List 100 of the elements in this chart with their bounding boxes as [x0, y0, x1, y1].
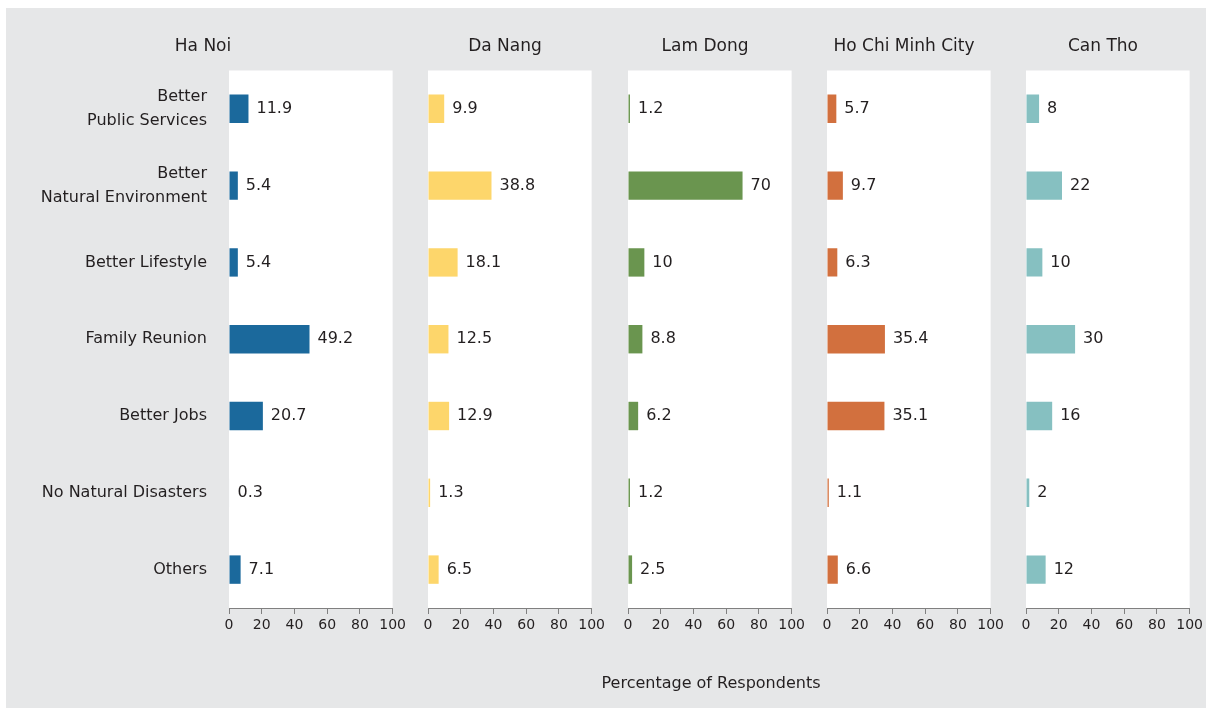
x-tick-label: 40 — [484, 616, 503, 633]
x-tick-label: 0 — [1021, 616, 1031, 633]
data-label: 16 — [1060, 405, 1081, 425]
data-label: 49.2 — [317, 328, 354, 348]
data-label: 6.6 — [845, 558, 872, 578]
data-label: 11.9 — [256, 97, 293, 117]
bar — [1026, 248, 1043, 277]
bar — [428, 171, 492, 200]
data-label: 1.2 — [637, 481, 664, 501]
data-label: 2 — [1037, 481, 1048, 501]
x-tick-label: 80 — [351, 616, 369, 633]
x-tick-label: 100 — [1176, 616, 1204, 633]
data-label: 5.4 — [245, 251, 272, 271]
bar — [1026, 171, 1062, 200]
bar — [827, 401, 885, 431]
data-label: 18.1 — [465, 251, 502, 271]
chart-title: Can Tho — [1067, 34, 1139, 55]
bar — [428, 248, 458, 277]
data-label: 8.8 — [650, 328, 676, 348]
x-tick-label: 60 — [916, 616, 935, 633]
y-tick-label: Better Lifestyle — [84, 251, 207, 271]
x-tick-label: 60 — [1115, 616, 1134, 633]
bar — [428, 555, 439, 584]
y-tick-label: No Natural Disasters — [41, 481, 207, 501]
x-tick-label: 20 — [1049, 616, 1068, 633]
y-tick-label: Better Jobs — [119, 405, 207, 425]
x-tick-label: 80 — [1148, 616, 1166, 633]
data-label: 12.5 — [456, 328, 493, 348]
data-label: 0.3 — [237, 481, 263, 501]
data-label: 12 — [1053, 558, 1074, 578]
x-tick-label: 40 — [285, 616, 304, 633]
data-label: 6.5 — [446, 558, 473, 578]
data-label: 20.7 — [270, 405, 307, 425]
x-tick-label: 60 — [517, 616, 536, 633]
bar — [229, 324, 310, 354]
y-tick-label: Others — [153, 558, 207, 578]
chart-title: Lam Dong — [661, 34, 749, 55]
x-tick-label: 80 — [750, 616, 768, 633]
x-tick-label: 40 — [1082, 616, 1101, 633]
data-label: 1.1 — [836, 481, 863, 501]
x-tick-label: 100 — [778, 616, 806, 633]
bar — [428, 94, 445, 124]
x-tick-label: 20 — [850, 616, 869, 633]
bar — [827, 248, 838, 277]
y-tick-label: Better Public Services — [87, 85, 208, 129]
data-label: 22 — [1070, 174, 1091, 194]
x-tick-label: 100 — [977, 616, 1005, 633]
bar — [827, 555, 838, 584]
bar — [1026, 94, 1040, 124]
bar — [628, 324, 643, 354]
bar — [229, 555, 241, 584]
x-tick-label: 20 — [252, 616, 271, 633]
x-tick-label: 20 — [651, 616, 670, 633]
x-tick-label: 0 — [224, 616, 234, 633]
data-label: 1.2 — [637, 97, 664, 117]
chart-title: Ha Noi — [174, 34, 232, 55]
chart-title: Da Nang — [468, 34, 542, 55]
data-label: 9.7 — [850, 174, 877, 194]
data-label: 7.1 — [248, 558, 275, 578]
x-tick-label: 80 — [949, 616, 967, 633]
bar — [628, 171, 743, 200]
bar — [229, 171, 238, 200]
data-label: 2.5 — [640, 558, 666, 578]
bar — [229, 94, 249, 124]
bar — [827, 324, 885, 354]
x-tick-label: 40 — [684, 616, 703, 633]
x-tick-label: 80 — [550, 616, 568, 633]
bar — [628, 248, 645, 277]
x-axis-title: Percentage of Respondents — [600, 673, 822, 692]
data-label: 1.3 — [438, 481, 464, 501]
data-label: 8 — [1047, 97, 1058, 117]
chart-title: Ho Chi Minh City — [833, 34, 975, 55]
data-label: 6.3 — [845, 251, 871, 271]
data-label: 10 — [1050, 251, 1071, 271]
bar — [628, 401, 639, 431]
bar — [1026, 324, 1076, 354]
data-label: 5.4 — [245, 174, 272, 194]
y-tick-label: Family Reunion — [85, 328, 207, 348]
bar — [1026, 555, 1046, 584]
data-label: 30 — [1083, 328, 1104, 348]
bar — [1026, 401, 1053, 431]
x-tick-label: 100 — [578, 616, 606, 633]
data-label: 70 — [750, 174, 771, 194]
data-label: 38.8 — [499, 174, 536, 194]
bar — [428, 401, 450, 431]
data-label: 6.2 — [646, 405, 672, 425]
bar — [229, 248, 238, 277]
data-label: 12.9 — [457, 405, 493, 425]
x-tick-label: 40 — [883, 616, 902, 633]
bar — [428, 324, 449, 354]
x-tick-label: 0 — [822, 616, 832, 633]
y-tick-label: Better Natural Environment — [40, 162, 208, 206]
data-label: 35.4 — [892, 328, 929, 348]
data-label: 5.7 — [844, 97, 870, 117]
x-tick-label: 0 — [423, 616, 433, 633]
bar — [229, 401, 263, 431]
x-tick-label: 20 — [451, 616, 470, 633]
bar — [827, 171, 843, 200]
data-label: 35.1 — [892, 405, 929, 425]
x-tick-label: 0 — [623, 616, 633, 633]
